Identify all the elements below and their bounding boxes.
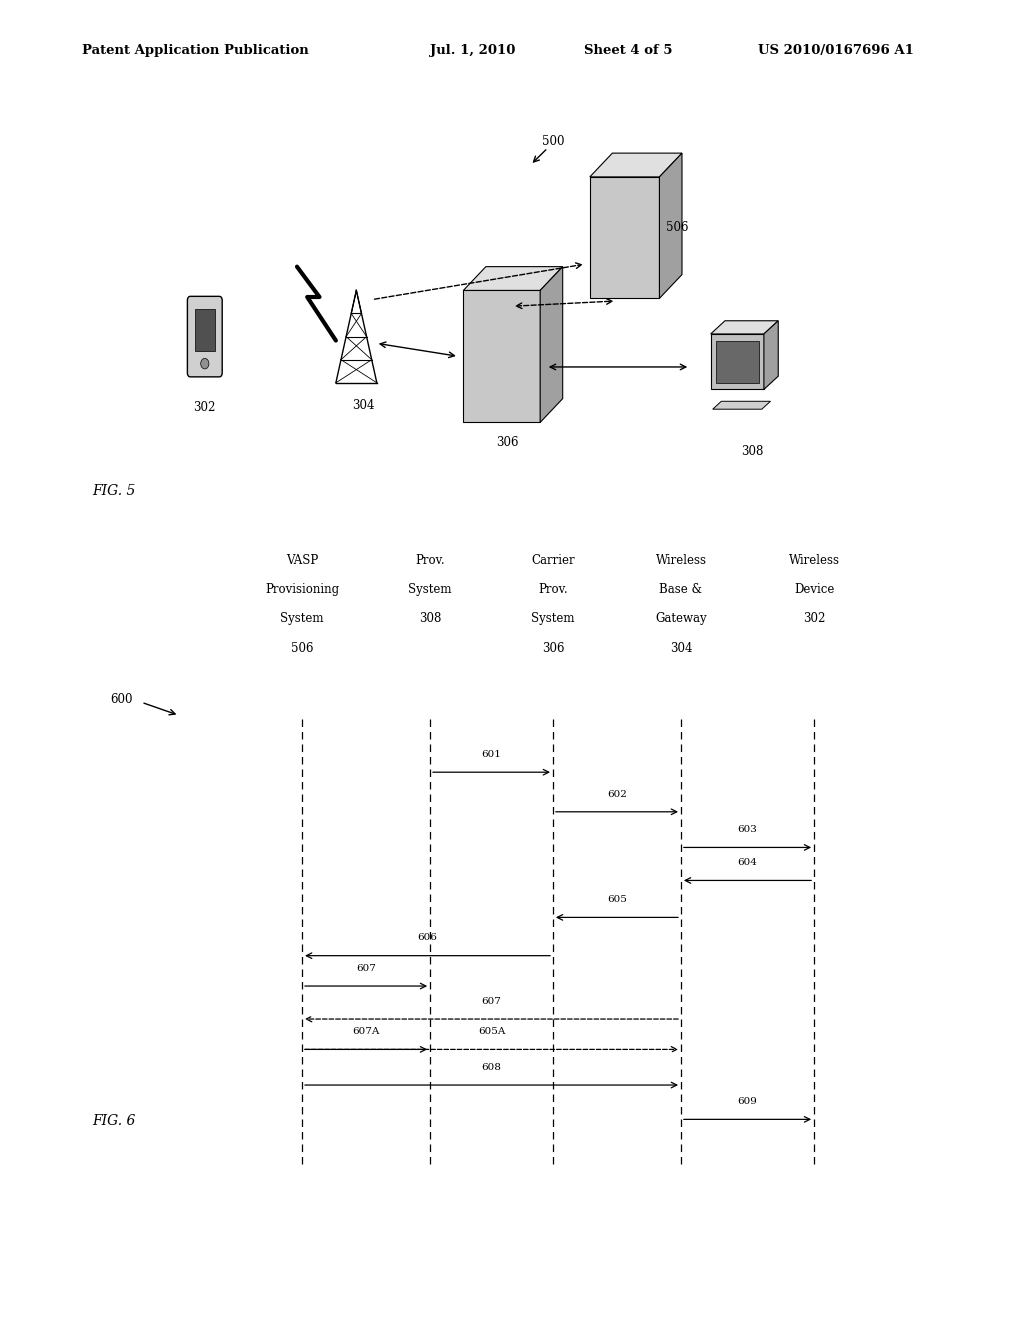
Text: Jul. 1, 2010: Jul. 1, 2010 bbox=[430, 44, 515, 57]
Text: 604: 604 bbox=[737, 858, 758, 867]
Text: Patent Application Publication: Patent Application Publication bbox=[82, 44, 308, 57]
Text: Carrier: Carrier bbox=[531, 554, 574, 568]
Bar bbox=[716, 341, 759, 383]
Text: Prov.: Prov. bbox=[416, 554, 444, 568]
Text: 306: 306 bbox=[496, 436, 518, 449]
Circle shape bbox=[201, 358, 209, 368]
FancyBboxPatch shape bbox=[187, 296, 222, 378]
Text: 304: 304 bbox=[670, 642, 692, 655]
Text: System: System bbox=[409, 583, 452, 597]
Text: 603: 603 bbox=[737, 825, 758, 834]
Polygon shape bbox=[590, 153, 682, 177]
Text: Base &: Base & bbox=[659, 583, 702, 597]
Text: 500: 500 bbox=[542, 135, 564, 148]
Text: Wireless: Wireless bbox=[655, 554, 707, 568]
Text: 609: 609 bbox=[737, 1097, 758, 1106]
Text: 607: 607 bbox=[356, 964, 376, 973]
Text: System: System bbox=[281, 612, 324, 626]
Text: Gateway: Gateway bbox=[655, 612, 707, 626]
Polygon shape bbox=[463, 290, 541, 422]
Text: 605A: 605A bbox=[478, 1027, 505, 1036]
Text: FIG. 6: FIG. 6 bbox=[92, 1114, 135, 1127]
Text: Prov.: Prov. bbox=[539, 583, 567, 597]
Text: VASP: VASP bbox=[286, 554, 318, 568]
Text: 306: 306 bbox=[542, 642, 564, 655]
Text: 302: 302 bbox=[803, 612, 825, 626]
Text: FIG. 5: FIG. 5 bbox=[92, 484, 135, 498]
Polygon shape bbox=[711, 321, 778, 334]
Text: 607A: 607A bbox=[352, 1027, 380, 1036]
Text: 308: 308 bbox=[419, 612, 441, 626]
Text: 308: 308 bbox=[741, 445, 764, 458]
Text: 600: 600 bbox=[111, 693, 133, 706]
Text: US 2010/0167696 A1: US 2010/0167696 A1 bbox=[758, 44, 913, 57]
Text: 506: 506 bbox=[666, 220, 688, 234]
Text: 607: 607 bbox=[481, 997, 502, 1006]
Text: 605: 605 bbox=[607, 895, 627, 904]
Text: 601: 601 bbox=[481, 750, 502, 759]
Text: Wireless: Wireless bbox=[788, 554, 840, 568]
Text: 302: 302 bbox=[194, 400, 216, 413]
Polygon shape bbox=[764, 321, 778, 389]
Polygon shape bbox=[590, 177, 659, 298]
Text: 304: 304 bbox=[352, 399, 375, 412]
Text: 602: 602 bbox=[607, 789, 627, 799]
Polygon shape bbox=[463, 267, 563, 290]
Text: Device: Device bbox=[794, 583, 835, 597]
Bar bbox=[195, 309, 215, 351]
Polygon shape bbox=[713, 401, 770, 409]
Polygon shape bbox=[659, 153, 682, 298]
Text: 506: 506 bbox=[291, 642, 313, 655]
Bar bbox=[711, 334, 764, 389]
Text: Sheet 4 of 5: Sheet 4 of 5 bbox=[584, 44, 672, 57]
Text: System: System bbox=[531, 612, 574, 626]
Polygon shape bbox=[541, 267, 563, 422]
Text: Provisioning: Provisioning bbox=[265, 583, 339, 597]
Text: 606: 606 bbox=[418, 933, 437, 942]
Text: 608: 608 bbox=[481, 1063, 502, 1072]
